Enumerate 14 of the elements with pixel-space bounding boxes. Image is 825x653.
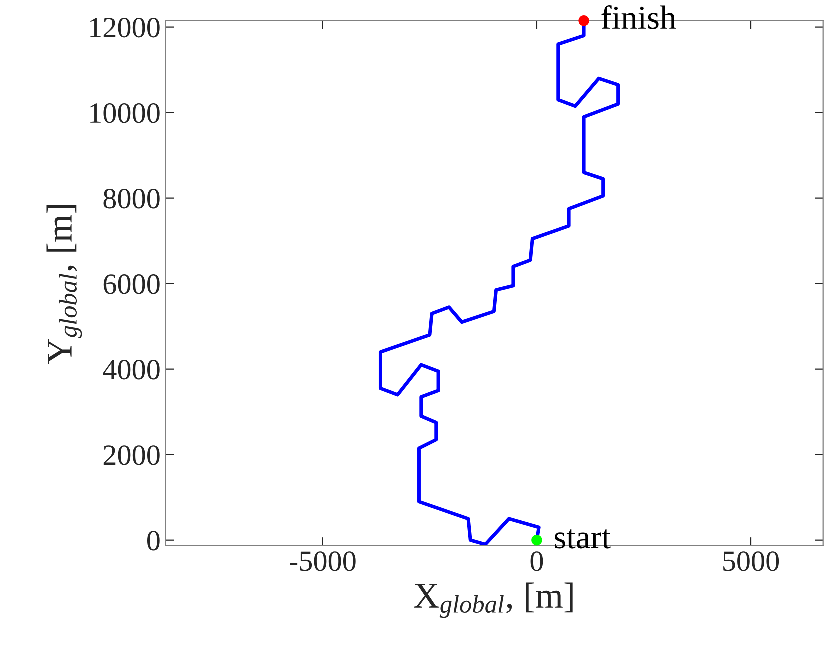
annotation: start — [555, 530, 611, 549]
annotation: finish — [602, 5, 676, 30]
x-tick-label: -5000 — [290, 552, 356, 572]
y-tick-label: 0 — [147, 531, 160, 551]
y-tick-label: 8000 — [104, 189, 160, 209]
y-tick-label: 12000 — [90, 18, 160, 38]
y-axis-title: Y$_{global}$, [m] — [46, 205, 82, 364]
x-tick-label: 5000 — [724, 552, 780, 572]
y-tick-label: 6000 — [104, 274, 160, 294]
x-axis-title: X$_{global}$, [m] — [414, 582, 573, 618]
y-tick-label: 4000 — [103, 360, 160, 380]
y-tick-label: 10000 — [90, 104, 160, 124]
y-tick-label: 2000 — [104, 446, 160, 466]
x-tick-label: 0 — [530, 552, 544, 572]
